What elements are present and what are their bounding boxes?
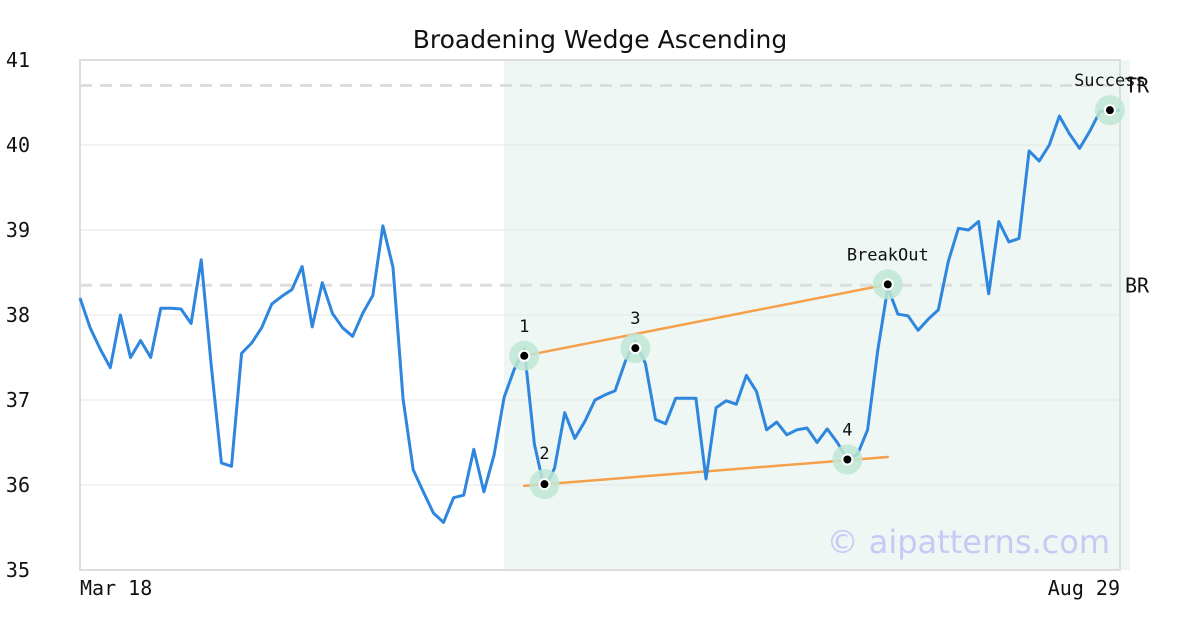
point-label-3: 3 [630, 309, 640, 329]
point-marker-4 [841, 453, 854, 466]
level-label-br: BR [1125, 273, 1150, 297]
point-marker-3 [629, 342, 642, 355]
point-label-breakout: BreakOut [847, 245, 929, 265]
y-tick-label: 41 [6, 48, 30, 72]
point-label-1: 1 [519, 317, 529, 337]
point-marker-breakout [881, 278, 894, 291]
point-label-2: 2 [539, 444, 549, 464]
point-marker-1 [518, 349, 531, 362]
y-tick-label: 36 [6, 473, 30, 497]
y-tick-label: 38 [6, 303, 30, 327]
y-tick-label: 37 [6, 388, 30, 412]
point-label-success: Success [1074, 71, 1146, 91]
chart-title: Broadening Wedge Ascending [413, 25, 788, 54]
point-label-4: 4 [842, 421, 852, 441]
price-series-line [78, 108, 1120, 524]
plot-frame [79, 59, 1121, 571]
point-marker-2 [538, 478, 551, 491]
y-tick-label: 39 [6, 218, 30, 242]
level-label-tr: TR [1125, 74, 1150, 98]
y-tick-label: 40 [6, 133, 30, 157]
point-marker-success [1103, 104, 1116, 117]
watermark: © aipatterns.com [827, 523, 1110, 561]
y-tick-label: 35 [6, 558, 30, 582]
x-tick-label: Mar 18 [80, 576, 152, 600]
wedge-trendline [523, 283, 890, 358]
x-tick-label: Aug 29 [1048, 576, 1120, 600]
